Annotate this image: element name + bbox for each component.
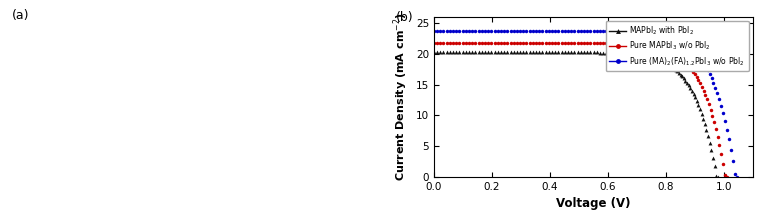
Pure (MA)$_2$(FA)$_{1.2}$PbI$_3$ w/o PbI$_2$	[699, 62, 708, 65]
Pure MAPbI$_3$ w/o PbI$_2$	[681, 62, 690, 65]
Pure (MA)$_2$(FA)$_{1.2}$PbI$_3$ w/o PbI$_2$	[548, 30, 557, 32]
Pure MAPbI$_3$ w/o PbI$_2$	[506, 41, 515, 44]
MAPbI$_2$ with PbI$_2$	[548, 51, 557, 53]
Y-axis label: Current Density (mA cm$^{-2}$): Current Density (mA cm$^{-2}$)	[392, 13, 410, 181]
Pure MAPbI$_3$ w/o PbI$_2$	[692, 76, 701, 78]
X-axis label: Voltage (V): Voltage (V)	[556, 197, 631, 210]
MAPbI$_2$ with PbI$_2$	[713, 176, 723, 178]
Pure (MA)$_2$(FA)$_{1.2}$PbI$_3$ w/o PbI$_2$	[670, 38, 679, 40]
Pure (MA)$_2$(FA)$_{1.2}$PbI$_3$ w/o PbI$_2$	[687, 49, 697, 51]
MAPbI$_2$ with PbI$_2$	[676, 73, 685, 76]
MAPbI$_2$ with PbI$_2$	[686, 87, 695, 89]
Line: MAPbI$_2$ with PbI$_2$: MAPbI$_2$ with PbI$_2$	[432, 50, 720, 179]
Pure (MA)$_2$(FA)$_{1.2}$PbI$_3$ w/o PbI$_2$	[637, 32, 646, 34]
Pure MAPbI$_3$ w/o PbI$_2$	[548, 41, 557, 44]
Text: (b): (b)	[396, 11, 413, 24]
Text: (a): (a)	[12, 9, 30, 22]
Pure (MA)$_2$(FA)$_{1.2}$PbI$_3$ w/o PbI$_2$	[429, 30, 439, 32]
Pure (MA)$_2$(FA)$_{1.2}$PbI$_3$ w/o PbI$_2$	[506, 30, 515, 32]
MAPbI$_2$ with PbI$_2$	[429, 51, 439, 53]
Pure MAPbI$_3$ w/o PbI$_2$	[429, 41, 439, 44]
Pure MAPbI$_3$ w/o PbI$_2$	[635, 44, 644, 46]
MAPbI$_2$ with PbI$_2$	[506, 51, 515, 53]
Legend: MAPbI$_2$ with PbI$_2$, Pure MAPbI$_3$ w/o PbI$_2$, Pure (MA)$_2$(FA)$_{1.2}$PbI: MAPbI$_2$ with PbI$_2$, Pure MAPbI$_3$ w…	[606, 21, 749, 71]
MAPbI$_2$ with PbI$_2$	[634, 54, 643, 56]
MAPbI$_2$ with PbI$_2$	[661, 62, 670, 65]
Pure (MA)$_2$(FA)$_{1.2}$PbI$_3$ w/o PbI$_2$	[732, 176, 741, 178]
Line: Pure (MA)$_2$(FA)$_{1.2}$PbI$_3$ w/o PbI$_2$: Pure (MA)$_2$(FA)$_{1.2}$PbI$_3$ w/o PbI…	[432, 29, 739, 178]
Pure MAPbI$_3$ w/o PbI$_2$	[665, 51, 674, 53]
Line: Pure MAPbI$_3$ w/o PbI$_2$: Pure MAPbI$_3$ w/o PbI$_2$	[432, 41, 728, 178]
Pure MAPbI$_3$ w/o PbI$_2$	[722, 176, 731, 178]
